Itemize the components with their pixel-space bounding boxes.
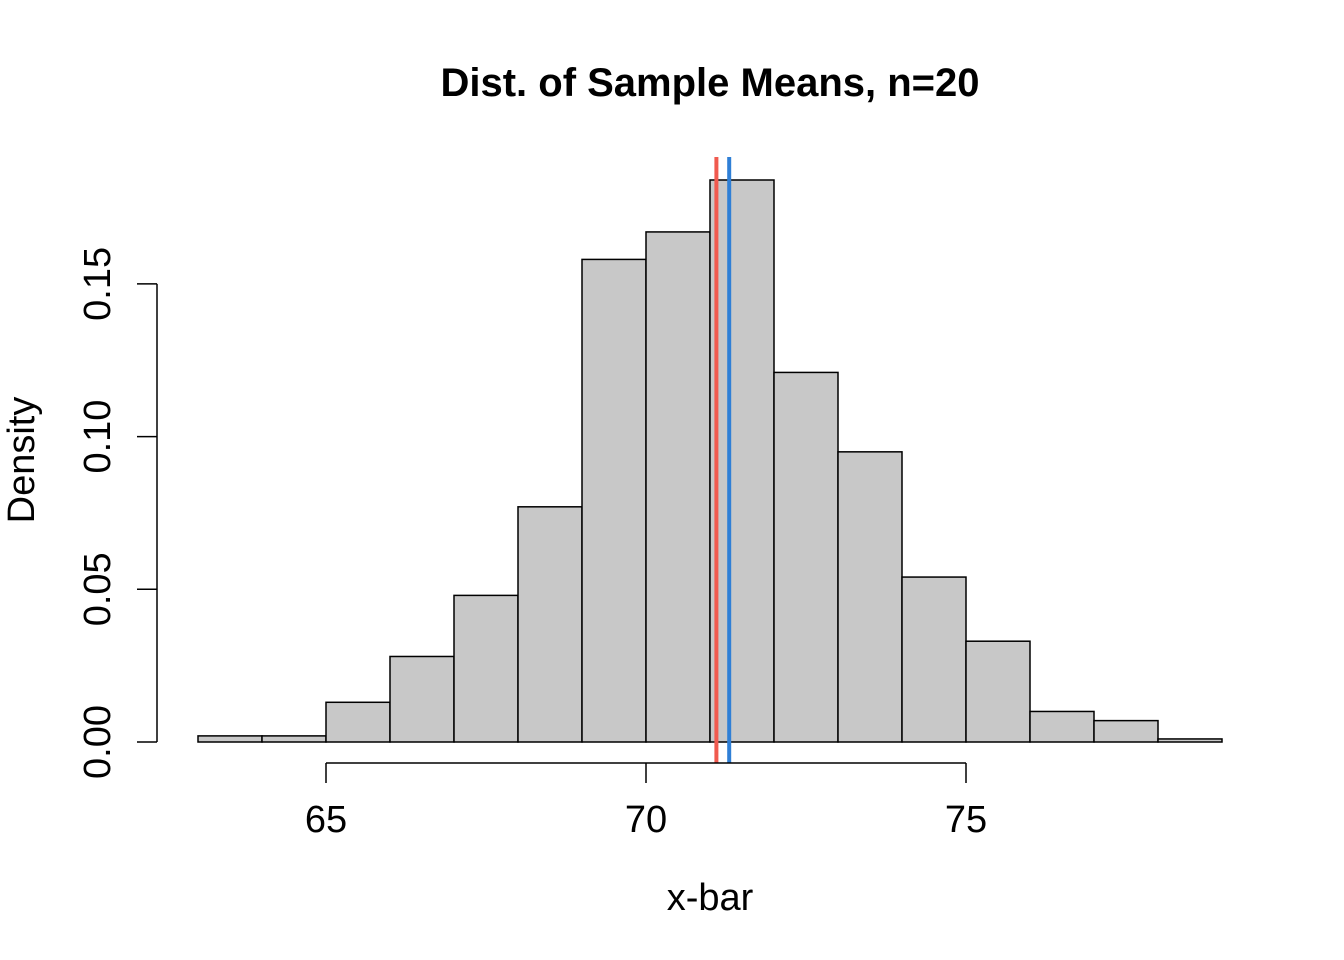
histogram-bar: [1029, 710, 1095, 743]
histogram-bar: [325, 701, 391, 743]
y-axis-label: Density: [1, 397, 43, 524]
histogram-bar: [1093, 719, 1159, 743]
bars-group: [197, 179, 1223, 743]
histogram-bar: [709, 179, 775, 743]
histogram-bar: [645, 231, 711, 743]
x-tick-label: 70: [625, 799, 667, 841]
y-axis: 0.00 0.05 0.10 0.15: [77, 247, 158, 779]
histogram-bar: [453, 594, 519, 743]
histogram-bar: [965, 640, 1031, 743]
histogram-bar: [197, 735, 263, 743]
x-tick-label: 65: [305, 799, 347, 841]
y-tick-label: 0.15: [77, 247, 119, 321]
y-tick-label: 0.05: [77, 552, 119, 626]
histogram-bar: [581, 258, 647, 743]
histogram-bar: [261, 735, 327, 743]
histogram-bar: [901, 576, 967, 743]
histogram-bar: [773, 371, 839, 743]
histogram-bar: [389, 655, 455, 743]
x-axis-label: x-bar: [667, 877, 754, 919]
histogram-bar: [517, 506, 583, 743]
x-axis: 65 70 75: [305, 762, 987, 841]
x-tick-label: 75: [945, 799, 987, 841]
histogram-bar: [837, 451, 903, 743]
chart-title: Dist. of Sample Means, n=20: [440, 61, 979, 105]
reference-lines: [714, 157, 732, 763]
histogram-bar: [1157, 738, 1223, 743]
y-tick-label: 0.10: [77, 400, 119, 474]
y-tick-label: 0.00: [77, 705, 119, 779]
